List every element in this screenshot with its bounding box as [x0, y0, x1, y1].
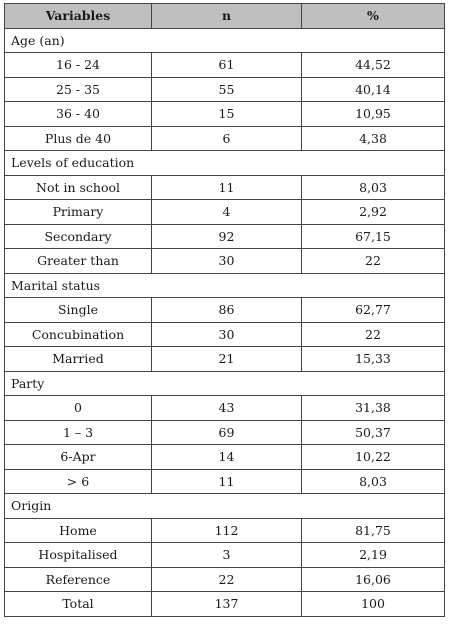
cell-variable: 25 - 35	[4, 76, 152, 102]
section-title: Age (an)	[4, 27, 445, 53]
table-row: Plus de 40 6 4,38	[4, 125, 445, 151]
section-row: Levels of education	[4, 150, 445, 176]
cell-variable: 16 - 24	[4, 52, 152, 78]
cell-variable: Hospitalised	[4, 542, 152, 568]
table-row: 36 - 40 15 10,95	[4, 101, 445, 127]
total-row: Total 137 100	[4, 591, 445, 617]
table-row: Concubination 30 22	[4, 321, 445, 347]
header-percent: %	[301, 3, 445, 29]
cell-percent: 8,03	[301, 174, 445, 200]
cell-n: 14	[151, 444, 302, 470]
cell-n: 92	[151, 223, 302, 249]
cell-percent: 10,22	[301, 444, 445, 470]
table-row: 25 - 35 55 40,14	[4, 76, 445, 102]
cell-variable: 0	[4, 395, 152, 421]
cell-variable: 36 - 40	[4, 101, 152, 127]
table-row: Secondary 92 67,15	[4, 223, 445, 249]
cell-variable: Plus de 40	[4, 125, 152, 151]
cell-percent: 2,92	[301, 199, 445, 225]
table-row: 6-Apr 14 10,22	[4, 444, 445, 470]
cell-n: 69	[151, 419, 302, 445]
cell-variable: > 6	[4, 468, 152, 494]
cell-percent: 81,75	[301, 517, 445, 543]
cell-percent: 50,37	[301, 419, 445, 445]
section-row: Origin	[4, 493, 445, 519]
table-body: Age (an) 16 - 24 61 44,52 25 - 35 55 40,14 36 -…	[4, 27, 445, 617]
cell-percent: 67,15	[301, 223, 445, 249]
cell-n: 86	[151, 297, 302, 323]
cell-percent: 44,52	[301, 52, 445, 78]
cell-n: 22	[151, 566, 302, 592]
cell-variable: 1 – 3	[4, 419, 152, 445]
cell-n: 6	[151, 125, 302, 151]
cell-variable: Concubination	[4, 321, 152, 347]
cell-n: 15	[151, 101, 302, 127]
cell-variable: Primary	[4, 199, 152, 225]
cell-n: 4	[151, 199, 302, 225]
section-row: Marital status	[4, 272, 445, 298]
table-row: Not in school 11 8,03	[4, 174, 445, 200]
section-row: Party	[4, 370, 445, 396]
table-row: Single 86 62,77	[4, 297, 445, 323]
cell-percent: 22	[301, 248, 445, 274]
table-row: 1 – 3 69 50,37	[4, 419, 445, 445]
cell-percent: 4,38	[301, 125, 445, 151]
cell-n: 21	[151, 346, 302, 372]
table-row: Married 21 15,33	[4, 346, 445, 372]
cell-variable: Home	[4, 517, 152, 543]
section-title: Levels of education	[4, 150, 445, 176]
cell-n: 43	[151, 395, 302, 421]
cell-n: 112	[151, 517, 302, 543]
total-percent: 100	[301, 591, 445, 617]
section-title: Party	[4, 370, 445, 396]
table-row: Hospitalised 3 2,19	[4, 542, 445, 568]
table-row: 0 43 31,38	[4, 395, 445, 421]
cell-percent: 22	[301, 321, 445, 347]
total-label: Total	[4, 591, 152, 617]
table-row: Greater than 30 22	[4, 248, 445, 274]
cell-variable: Greater than	[4, 248, 152, 274]
table-row: > 6 11 8,03	[4, 468, 445, 494]
section-row: Age (an)	[4, 27, 445, 53]
cell-variable: Single	[4, 297, 152, 323]
header-row: Variables n %	[4, 3, 445, 29]
cell-n: 30	[151, 248, 302, 274]
header-n: n	[151, 3, 302, 29]
cell-variable: Married	[4, 346, 152, 372]
table-row: 16 - 24 61 44,52	[4, 52, 445, 78]
cell-n: 30	[151, 321, 302, 347]
table-row: Primary 4 2,92	[4, 199, 445, 225]
cell-percent: 31,38	[301, 395, 445, 421]
cell-percent: 16,06	[301, 566, 445, 592]
cell-percent: 10,95	[301, 101, 445, 127]
cell-variable: Reference	[4, 566, 152, 592]
table-row: Reference 22 16,06	[4, 566, 445, 592]
table-row: Home 112 81,75	[4, 517, 445, 543]
cell-percent: 15,33	[301, 346, 445, 372]
cell-n: 11	[151, 174, 302, 200]
cell-percent: 62,77	[301, 297, 445, 323]
cell-percent: 2,19	[301, 542, 445, 568]
cell-variable: 6-Apr	[4, 444, 152, 470]
cell-n: 3	[151, 542, 302, 568]
data-table: Variables n % Age (an) 16 - 24 61 44,52 25 -…	[4, 3, 445, 617]
cell-variable: Not in school	[4, 174, 152, 200]
cell-percent: 8,03	[301, 468, 445, 494]
cell-n: 55	[151, 76, 302, 102]
cell-percent: 40,14	[301, 76, 445, 102]
total-n: 137	[151, 591, 302, 617]
cell-n: 61	[151, 52, 302, 78]
section-title: Origin	[4, 493, 445, 519]
cell-n: 11	[151, 468, 302, 494]
section-title: Marital status	[4, 272, 445, 298]
cell-variable: Secondary	[4, 223, 152, 249]
header-variables: Variables	[4, 3, 152, 29]
